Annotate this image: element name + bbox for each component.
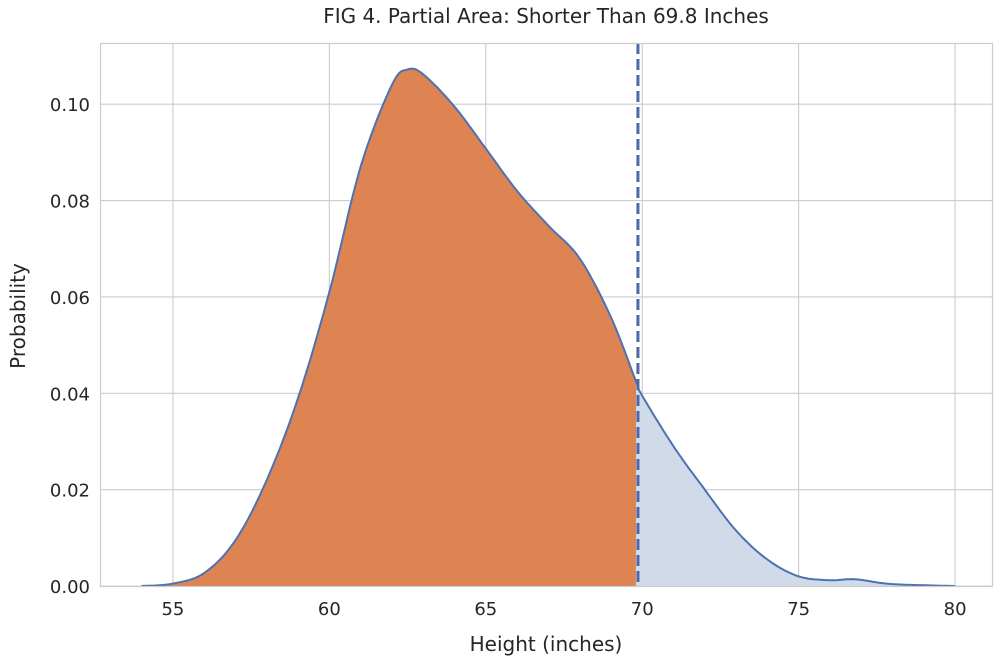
x-tick-label: 60 [318,599,341,620]
chart-title: FIG 4. Partial Area: Shorter Than 69.8 I… [323,4,769,28]
y-axis-label: Probability [6,263,30,369]
x-tick-label: 55 [161,599,184,620]
marks [141,43,956,587]
x-tick-label: 70 [631,599,654,620]
x-tick-label: 65 [474,599,497,620]
plot-frame [99,42,994,588]
y-tick-label: 0.10 [50,95,90,116]
y-tick-label: 0.00 [50,577,90,598]
ticks: 55 60 65 70 75 80 0.00 0.02 0.04 0.06 0.08 0.10 [50,95,967,620]
y-tick-label: 0.02 [50,481,90,502]
x-tick-label: 80 [944,599,967,620]
areas [141,68,956,587]
x-axis-label: Height (inches) [470,632,623,656]
area-above-threshold [635,381,956,586]
y-tick-label: 0.04 [50,384,90,405]
area-below-threshold [141,68,636,587]
y-tick-label: 0.08 [50,192,90,213]
density-curve [141,67,956,587]
x-tick-label: 75 [787,599,810,620]
y-tick-label: 0.06 [50,288,90,309]
